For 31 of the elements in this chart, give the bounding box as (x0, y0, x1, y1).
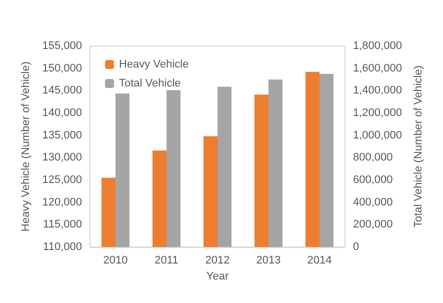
y-tick-label: 120,000 (42, 196, 82, 208)
x-tick-label: 2012 (205, 254, 230, 266)
legend-label: Heavy Vehicle (119, 58, 189, 70)
y2-tick-label: 400,000 (353, 196, 393, 208)
y2-tick-label: 600,000 (353, 174, 393, 186)
y-tick-label: 130,000 (42, 152, 82, 164)
y-tick-label: 155,000 (42, 40, 82, 52)
y2-tick-label: 200,000 (353, 218, 393, 231)
y-tick-label: 140,000 (42, 107, 82, 119)
x-axis-title: Year (206, 270, 229, 282)
bar (116, 93, 130, 247)
y2-axis-title: Total Vehicle (Number of Vehicle) (412, 65, 424, 228)
y2-tick-label: 1,800,000 (353, 40, 402, 52)
legend-label: Total Vehicle (119, 78, 181, 90)
y2-tick-label: 1,600,000 (353, 62, 402, 74)
y-axis-title: Heavy Vehicle (Number of Vehicle) (20, 62, 32, 232)
y-tick-label: 150,000 (42, 62, 82, 74)
y2-tick-label: 0 (353, 241, 360, 253)
x-tick-label: 2011 (154, 254, 178, 266)
y-tick-label: 125,000 (42, 174, 82, 186)
y-tick-label: 110,000 (43, 241, 82, 253)
x-tick-label: 2010 (103, 254, 128, 266)
y2-tick-label: 1,200,000 (353, 107, 402, 119)
y2-tick-label: 1,000,000 (353, 129, 402, 142)
y2-tick-label: 1,400,000 (353, 84, 402, 97)
y-tick-label: 115,000 (43, 218, 82, 231)
x-tick-label: 2013 (256, 254, 281, 266)
y2-tick-label: 800,000 (353, 152, 393, 164)
x-tick-label: 2014 (307, 254, 332, 266)
y-tick-label: 145,000 (42, 84, 82, 97)
y-tick-label: 135,000 (42, 129, 82, 142)
